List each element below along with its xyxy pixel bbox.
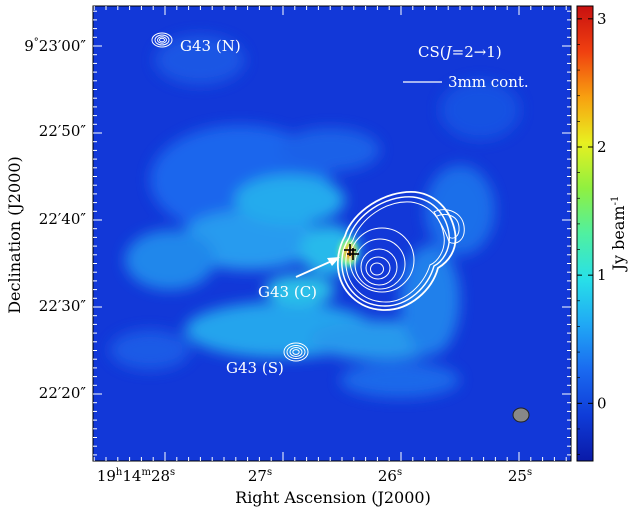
y-tick-0-deg: °: [34, 37, 39, 48]
map-frame: [92, 5, 572, 462]
y-tick-label-3: 22′30″: [39, 297, 87, 315]
x-axis-title: Right Ascension (J2000): [235, 488, 431, 507]
legend-j: J: [443, 43, 453, 61]
y-tick-label-4: 22′20″: [39, 384, 87, 402]
legend-species: CS(J=2→1): [418, 43, 502, 61]
x-tick-label-1: 27s: [248, 467, 272, 485]
source-label-north: G43 (N): [180, 37, 241, 55]
colorbar: [576, 5, 594, 462]
source-markers: [344, 244, 359, 260]
y-tick-0-deg-value: 9: [24, 37, 34, 55]
arrow-to-central: [295, 257, 340, 278]
legend-transition: =2→1): [452, 43, 502, 61]
contours: [151, 32, 465, 362]
map-area: [93, 6, 571, 461]
source-label-south: G43 (S): [226, 359, 284, 377]
colorbar-label: Jy beam-1: [609, 196, 628, 273]
y-axis-title: Declination (J2000): [5, 156, 24, 314]
y-tick-label-0: 9°23′00″: [24, 37, 86, 55]
x-tick-label-0: 19h14m28s: [97, 467, 175, 485]
source-label-central: G43 (C): [258, 283, 317, 301]
colorbar-tick-label-1: 1: [597, 266, 607, 284]
y-tick-labels: 9°23′00″ 22′50″ 22′40″ 22′30″ 22′20″: [24, 37, 86, 402]
x-tick-label-3: 25s: [508, 467, 532, 485]
axis-ticks: [93, 6, 571, 461]
x-tick-labels: 19h14m28s 27s 26s 25s: [97, 467, 532, 485]
contour-group-central: [336, 191, 465, 311]
y-tick-0-min: 23: [39, 37, 58, 55]
colorbar-ticks: 0 1 2 3: [577, 10, 607, 455]
beam-ellipse: [512, 407, 530, 423]
y-tick-label-1: 22′50″: [39, 122, 87, 140]
x-tick-label-2: 26s: [378, 467, 402, 485]
contour-group-south: [283, 342, 309, 362]
legend-contour-label: 3mm cont.: [448, 73, 529, 91]
colorbar-tick-label-2: 2: [597, 138, 607, 156]
y-tick-0-mark: ′00″: [58, 37, 86, 55]
colorbar-tick-label-0: 0: [597, 394, 607, 412]
colorbar-tick-label-3: 3: [597, 10, 607, 28]
legend-species-prefix: CS(: [418, 43, 446, 61]
contour-group-north: [151, 32, 173, 48]
emission-structure: [110, 35, 520, 398]
y-tick-label-2: 22′40″: [39, 210, 87, 228]
